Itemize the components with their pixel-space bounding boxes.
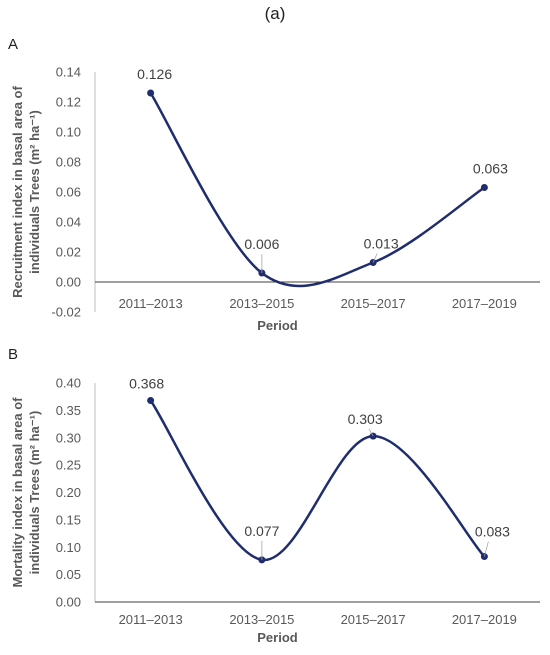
y-tick-label: 0.30 — [56, 430, 81, 445]
chart-a: -0.02 0.00 0.02 0.04 0.06 0.08 0.10 0.12 0.14 201… — [10, 65, 540, 333]
x-tick-label: 2013–2015 — [229, 296, 294, 311]
y-tick-label: 0.00 — [56, 275, 81, 290]
y-tick-label: 0.08 — [56, 155, 81, 170]
data-label: 0.013 — [364, 236, 399, 252]
data-point — [480, 184, 488, 191]
y-tick-label: 0.02 — [56, 245, 81, 260]
data-label: 0.006 — [244, 236, 279, 252]
series-line-b — [149, 399, 486, 562]
data-label-leader — [368, 428, 374, 437]
x-axis-title: Period — [257, 630, 298, 645]
data-label: 0.303 — [348, 411, 383, 427]
series-line-a — [149, 92, 486, 288]
data-label: 0.126 — [137, 66, 172, 82]
x-tick-label: 2011–2013 — [119, 296, 183, 311]
y-tick-label: 0.12 — [56, 95, 81, 110]
y-tick-label: 0.40 — [56, 376, 81, 391]
x-tick-label: 2015–2017 — [341, 296, 406, 311]
y-tick-label: 0.25 — [56, 458, 81, 473]
x-axis-title: Period — [257, 318, 298, 333]
x-tick-label: 2013–2015 — [229, 612, 294, 627]
y-tick-label: 0.00 — [56, 595, 81, 610]
data-label: 0.063 — [473, 161, 508, 177]
x-tick-label: 2011–2013 — [119, 612, 183, 627]
x-tick-label: 2017–2019 — [452, 296, 517, 311]
panel-letter-b: B — [8, 346, 19, 363]
data-point — [147, 89, 155, 97]
y-axis-title-line: individuals Trees (m² ha⁻¹) — [27, 411, 42, 575]
y-axis-title-line: Recruitment index in basal area of — [10, 85, 25, 297]
data-point — [147, 397, 155, 405]
x-tick-label: 2015–2017 — [341, 612, 406, 627]
data-label: 0.077 — [244, 523, 279, 539]
data-label: 0.368 — [129, 376, 164, 392]
data-point — [258, 556, 266, 564]
panel-letter-a: A — [8, 36, 19, 53]
y-tick-label: -0.02 — [51, 305, 81, 320]
y-tick-label: 0.05 — [56, 567, 81, 582]
y-tick-label: 0.10 — [56, 540, 81, 555]
data-label-leader — [372, 253, 378, 263]
y-tick-label: 0.15 — [56, 512, 81, 527]
x-tick-label: 2017–2019 — [452, 612, 517, 627]
y-tick-label: 0.06 — [56, 185, 81, 200]
figure-title: (a) — [264, 4, 286, 23]
y-tick-label: 0.20 — [56, 485, 81, 500]
y-tick-label: 0.14 — [56, 65, 81, 80]
y-axis-title-line: individuals Trees (m² ha⁻¹) — [27, 110, 42, 274]
y-tick-label: 0.10 — [56, 125, 81, 140]
y-tick-label: 0.04 — [56, 215, 81, 230]
y-tick-label: 0.35 — [56, 403, 81, 418]
y-axis-title-line: Mortality index in basal area of — [10, 397, 25, 588]
data-label: 0.083 — [475, 524, 510, 540]
chart-b: 0.00 0.05 0.10 0.15 0.20 0.25 0.30 0.35 0.40 2011… — [10, 376, 540, 645]
data-label-leader — [483, 541, 489, 557]
